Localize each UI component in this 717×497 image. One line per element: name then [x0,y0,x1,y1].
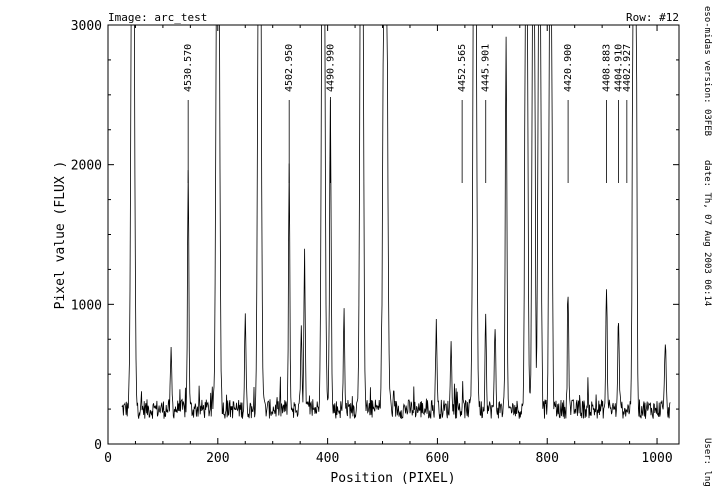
x-axis-label: Position (PIXEL) [330,471,455,486]
x-tick-label: 1000 [641,451,672,466]
y-tick-label: 1000 [71,298,102,313]
annotation-label: 4445.901 [481,44,492,92]
axis-layer: 0 200 400 600 800 1000 0 1000 2000 3000 [71,19,679,466]
spectrum-line [121,24,671,419]
annotation-label: 4530.570 [183,44,194,92]
annotation-label: 4502.950 [284,44,295,92]
x-tick-label: 400 [316,451,339,466]
x-tick-label: 600 [426,451,449,466]
side-text-user: User: lng [702,438,712,487]
side-text-date: date: Th, 07 Aug 2003 06:14 [702,160,712,306]
y-tick-label: 0 [94,438,102,453]
header-image-label: Image: arc_test [108,11,207,24]
annotation-layer: 4530.570 4502.950 4490.990 4452.565 4445.901… [183,44,633,183]
side-text-version: eso-midas version: 03FEB [702,6,712,136]
y-axis-label: Pixel value (FLUX ) [53,161,68,310]
annotation-label: 4404.910 [614,44,625,92]
spectrum-layer [121,24,671,419]
annotation-label: 4402.927 [622,44,633,92]
annotation-label: 4408.883 [602,44,613,92]
annotation-label: 4490.990 [325,44,336,92]
header-row-label: Row: #12 [626,11,679,24]
annotation-label: 4452.565 [457,44,468,92]
annotation-label: 4420.900 [563,44,574,92]
x-tick-label: 0 [104,451,112,466]
y-tick-label: 2000 [71,159,102,174]
x-tick-label: 800 [535,451,558,466]
x-tick-label: 200 [206,451,229,466]
y-tick-label: 3000 [71,19,102,34]
